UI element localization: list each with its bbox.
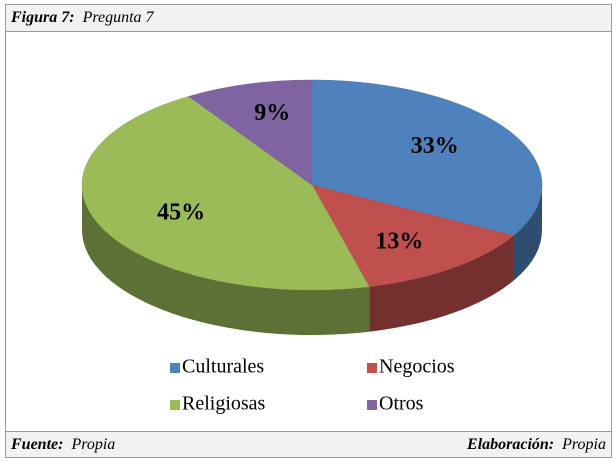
author: Propia: [561, 436, 606, 453]
legend-label: Religiosas: [182, 393, 266, 415]
legend-swatch: [367, 363, 377, 373]
legend-swatch: [367, 400, 377, 410]
data-label: 33%: [411, 133, 459, 159]
source-label: Fuente:: [10, 436, 63, 453]
caption-text: Pregunta 7: [82, 9, 155, 26]
legend: Culturales Negocios Religiosas Otros: [170, 356, 455, 415]
pie-slice-side: [82, 185, 370, 336]
footer-bar: [6, 432, 611, 457]
pie-slice-side: [369, 235, 514, 332]
pie-slice-side: [513, 185, 542, 281]
data-label: 45%: [157, 200, 205, 226]
data-label: 13%: [375, 229, 423, 255]
footer-source: Fuente: Propia: [10, 436, 115, 453]
pie-slice: [311, 79, 543, 236]
legend-label: Otros: [379, 393, 424, 415]
source: Propia: [70, 436, 115, 453]
pie-slice: [188, 79, 313, 186]
pie-slice: [311, 184, 515, 287]
legend-swatch: [170, 363, 180, 373]
pie: 33% 13% 45% 9%: [81, 79, 543, 336]
caption-label: Figura 7:: [10, 9, 75, 26]
legend-label: Culturales: [182, 356, 264, 378]
legend-swatch: [170, 400, 180, 410]
legend-label: Negocios: [379, 356, 455, 378]
pie-slice: [81, 96, 370, 291]
caption-bar: [6, 5, 611, 31]
footer-author: Elaboración: Propia: [466, 436, 606, 453]
author-label: Elaboración:: [466, 436, 554, 453]
data-label: 9%: [254, 100, 290, 126]
caption: Figura 7: Pregunta 7: [10, 9, 155, 26]
